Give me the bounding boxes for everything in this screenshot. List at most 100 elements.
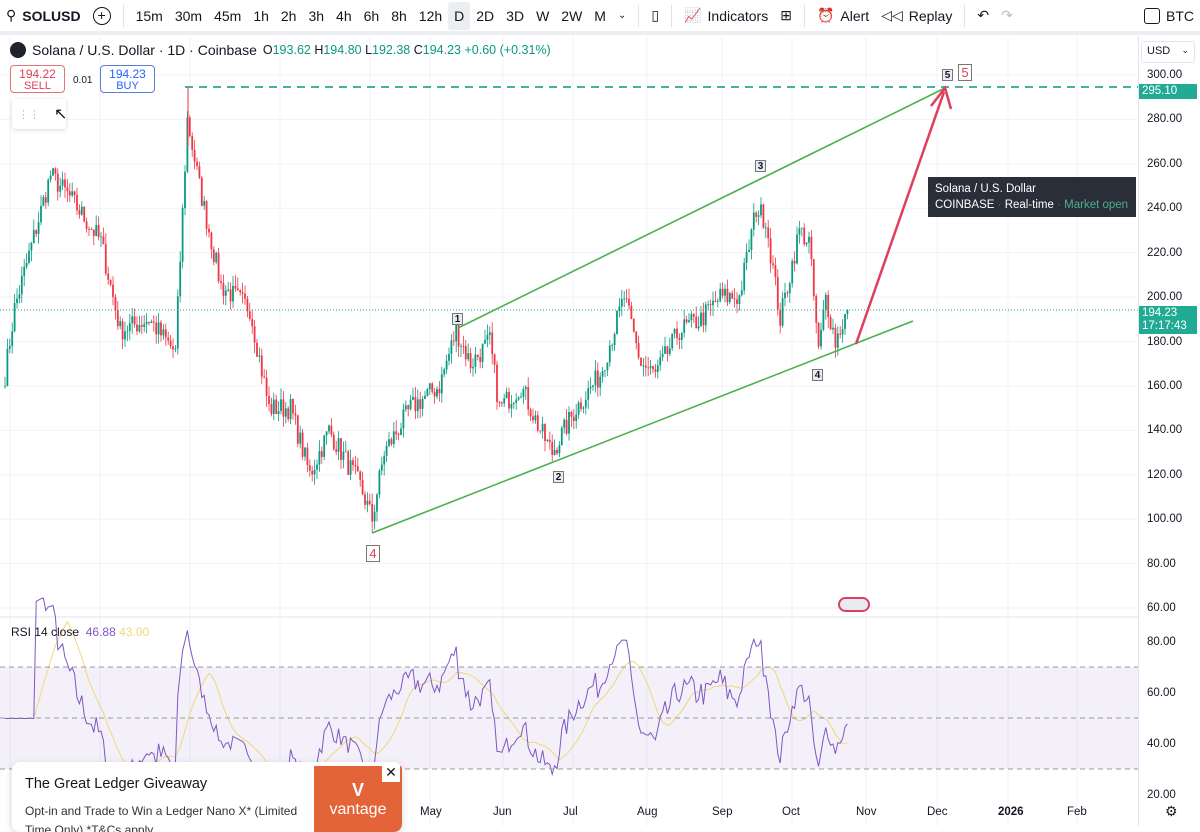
candle <box>690 314 693 321</box>
candle <box>47 179 50 203</box>
candle <box>565 419 568 434</box>
candle <box>289 398 292 420</box>
candle <box>414 396 417 412</box>
candle <box>138 325 141 332</box>
candle <box>736 299 738 305</box>
candle <box>80 206 83 215</box>
candle <box>150 321 153 324</box>
candle <box>107 273 110 280</box>
interval-3D[interactable]: 3D <box>506 7 525 24</box>
candle <box>49 175 52 180</box>
interval-W[interactable]: W <box>536 7 550 24</box>
replay-button[interactable]: ◁◁ Replay <box>881 7 953 24</box>
interval-2h[interactable]: 2h <box>280 7 297 24</box>
interval-12h[interactable]: 12h <box>418 7 443 24</box>
interval-1h[interactable]: 1h <box>253 7 269 24</box>
buy-button[interactable]: 194.23 BUY <box>100 65 155 93</box>
candle <box>560 427 563 446</box>
candle <box>320 451 323 457</box>
candle <box>40 205 42 223</box>
candle <box>294 413 297 416</box>
candle <box>373 511 376 522</box>
drag-handle-icon[interactable]: ⋮⋮ <box>18 108 40 121</box>
arrow-head-icon <box>930 85 953 110</box>
candle <box>472 366 474 369</box>
interval-4h[interactable]: 4h <box>336 7 352 24</box>
candle <box>448 354 450 361</box>
sell-button[interactable]: 194.22 SELL <box>10 65 65 93</box>
ad-popup[interactable]: The Great Ledger Giveaway Opt-in and Tra… <box>12 762 402 832</box>
chevron-down-icon: ⌄ <box>1181 45 1189 55</box>
interval-D[interactable]: D <box>448 1 471 30</box>
candle <box>443 369 446 375</box>
candle <box>73 191 76 195</box>
interval-15m[interactable]: 15m <box>135 7 163 24</box>
redo-button[interactable]: ↷ <box>995 2 1019 30</box>
candle <box>594 370 597 386</box>
chart-type-button[interactable]: ▯ <box>645 2 665 30</box>
candle <box>702 312 705 326</box>
alert-button[interactable]: ⏰ Alert <box>816 7 870 24</box>
compare-button[interactable]: + <box>87 2 117 30</box>
interval-3h[interactable]: 3h <box>308 7 325 24</box>
candle <box>8 346 11 349</box>
candle <box>407 405 410 410</box>
indicators-button[interactable]: 📈 Indicators <box>684 7 769 24</box>
price-axis[interactable]: USD ⌄ 300.00 280.00 260.00 240.00 220.00 200.… <box>1138 36 1200 826</box>
symbol-search[interactable]: ⚲ SOLUSD <box>6 7 81 24</box>
price-tick: 300.00 <box>1147 69 1183 81</box>
us-flag-event-icon[interactable] <box>838 597 870 612</box>
candle <box>157 322 160 335</box>
candle <box>124 331 126 340</box>
undo-icon: ↶ <box>977 7 990 23</box>
candle <box>611 345 614 346</box>
candle <box>236 288 239 291</box>
price-chart[interactable] <box>0 36 1138 826</box>
close-ad-button[interactable]: ✕ <box>382 764 400 782</box>
undo-button[interactable]: ↶ <box>971 2 995 30</box>
layouts-button[interactable]: ⊞ <box>774 2 798 30</box>
candle <box>606 362 609 371</box>
candle <box>716 301 719 302</box>
candle <box>503 398 506 404</box>
candle <box>649 366 652 368</box>
cursor-icon[interactable]: ↖ <box>54 106 68 123</box>
candle <box>436 388 438 397</box>
candle <box>11 331 14 347</box>
candle <box>577 402 580 415</box>
interval-dropdown[interactable]: ⌄ <box>612 2 632 30</box>
candle <box>452 340 455 342</box>
interval-2W[interactable]: 2W <box>561 7 583 24</box>
interval-8h[interactable]: 8h <box>391 7 407 24</box>
solana-logo-icon <box>10 42 26 58</box>
candle <box>32 230 35 243</box>
candle <box>424 395 426 399</box>
settings-gear-icon[interactable]: ⚙ <box>1165 803 1178 819</box>
interval-6h[interactable]: 6h <box>363 7 380 24</box>
candle <box>515 399 518 403</box>
interval-30m[interactable]: 30m <box>174 7 203 24</box>
candle <box>304 447 306 457</box>
candle <box>229 289 232 302</box>
candle <box>412 396 414 400</box>
interval-2D[interactable]: 2D <box>476 7 495 24</box>
candle <box>678 338 681 340</box>
compare-checkbox[interactable]: BTC <box>1138 2 1200 30</box>
candle <box>844 313 846 330</box>
interval-45m[interactable]: 45m <box>214 7 242 24</box>
candle <box>728 292 731 303</box>
rsi-legend: RSI 14 close 46.88 43.00 <box>11 625 150 639</box>
rsi-tick: 20.00 <box>1147 789 1176 801</box>
rsi-tick: 40.00 <box>1147 738 1176 750</box>
time-tick: Nov <box>856 806 877 818</box>
candle <box>642 365 645 367</box>
candle <box>176 296 179 349</box>
price-tick: 220.00 <box>1147 246 1183 259</box>
interval-M[interactable]: M <box>594 7 606 24</box>
candle <box>738 295 741 305</box>
candle <box>260 355 263 377</box>
candle <box>18 294 21 299</box>
candle <box>421 398 424 409</box>
candle <box>671 333 674 349</box>
currency-select[interactable]: USD ⌄ <box>1141 41 1195 63</box>
